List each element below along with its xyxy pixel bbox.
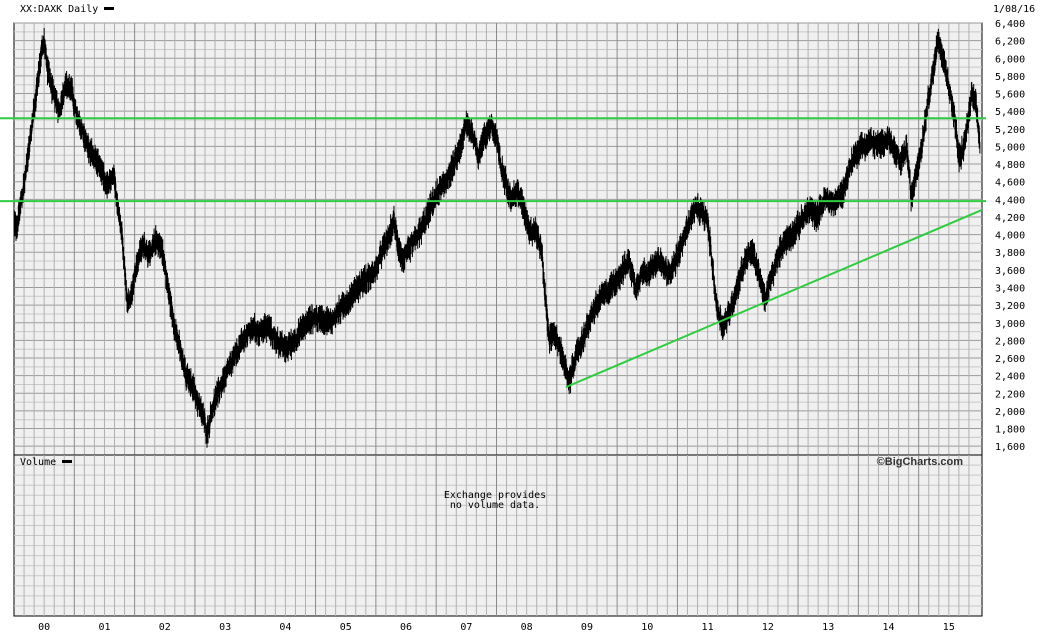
y-tick-label: 4,400 <box>995 195 1025 206</box>
y-tick-label: 2,600 <box>995 354 1025 365</box>
y-tick-label: 5,800 <box>995 72 1025 83</box>
x-tick-label: 14 <box>882 622 894 633</box>
chart-title: XX:DAXK Daily <box>20 4 98 15</box>
y-tick-label: 2,800 <box>995 336 1025 347</box>
y-axis: 1,600 1,800 2,000 2,200 2,400 2,600 2,800 3,000… <box>995 19 1025 453</box>
price-panel <box>13 22 983 456</box>
volume-note-line-1: Exchange provides <box>444 490 546 501</box>
y-tick-label: 5,400 <box>995 107 1025 118</box>
y-tick-label: 1,600 <box>995 442 1025 453</box>
x-tick-label: 11 <box>702 622 714 633</box>
y-tick-label: 4,800 <box>995 160 1025 171</box>
chart-date: 1/08/16 <box>993 4 1035 15</box>
y-tick-label: 6,400 <box>995 19 1025 30</box>
y-tick-label: 4,000 <box>995 231 1025 242</box>
x-tick-label: 08 <box>521 622 533 633</box>
volume-label: Volume <box>20 457 56 468</box>
y-tick-label: 4,200 <box>995 213 1025 224</box>
bigcharts-watermark: ©BigCharts.com <box>877 456 964 468</box>
volume-grid <box>14 455 982 616</box>
x-tick-label: 01 <box>98 622 110 633</box>
x-tick-label: 12 <box>762 622 774 633</box>
x-tick-label: 10 <box>641 622 653 633</box>
x-tick-label: 05 <box>340 622 352 633</box>
y-tick-label: 1,800 <box>995 425 1025 436</box>
y-tick-label: 3,200 <box>995 301 1025 312</box>
reference-lines <box>0 117 986 389</box>
volume-legend-swatch <box>62 460 72 463</box>
price-series <box>14 28 981 448</box>
price-bars <box>14 28 981 448</box>
x-tick-label: 02 <box>159 622 171 633</box>
y-tick-label: 5,000 <box>995 142 1025 153</box>
title-legend-swatch <box>104 7 114 10</box>
y-tick-label: 3,800 <box>995 248 1025 259</box>
x-axis: 00 01 02 03 04 05 06 07 08 09 10 11 12 13 14 15 <box>38 622 955 633</box>
y-tick-label: 5,600 <box>995 90 1025 101</box>
volume-note-line-2: no volume data. <box>450 500 540 511</box>
y-tick-label: 6,200 <box>995 37 1025 48</box>
y-tick-label: 2,400 <box>995 372 1025 383</box>
x-tick-label: 04 <box>279 622 291 633</box>
y-tick-label: 3,600 <box>995 266 1025 277</box>
y-tick-label: 4,600 <box>995 178 1025 189</box>
y-tick-label: 5,200 <box>995 125 1025 136</box>
y-tick-label: 3,400 <box>995 283 1025 294</box>
x-tick-label: 07 <box>460 622 472 633</box>
y-tick-label: 2,000 <box>995 407 1025 418</box>
x-tick-label: 00 <box>38 622 50 633</box>
y-tick-label: 6,000 <box>995 54 1025 65</box>
y-tick-label: 2,200 <box>995 389 1025 400</box>
trend-line <box>565 208 983 389</box>
x-tick-label: 13 <box>822 622 834 633</box>
x-tick-label: 15 <box>943 622 955 633</box>
x-tick-label: 03 <box>219 622 231 633</box>
x-tick-label: 09 <box>581 622 593 633</box>
y-tick-label: 3,000 <box>995 319 1025 330</box>
x-tick-label: 06 <box>400 622 412 633</box>
